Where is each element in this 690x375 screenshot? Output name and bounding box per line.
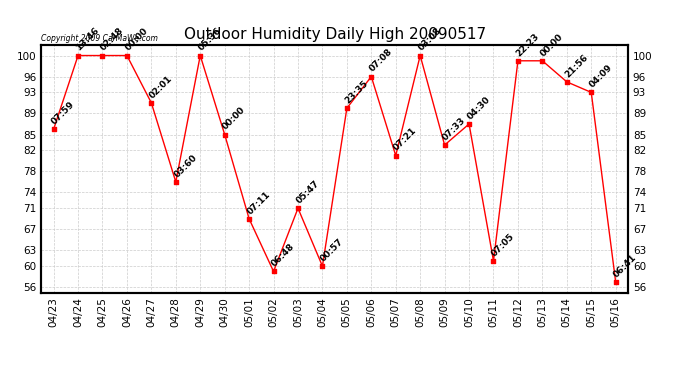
Point: [513, 58, 524, 64]
Text: 07:11: 07:11: [246, 189, 272, 216]
Text: 00:57: 00:57: [319, 237, 346, 263]
Point: [391, 153, 402, 159]
Text: 00:00: 00:00: [539, 32, 565, 58]
Point: [121, 53, 132, 58]
Text: 02:01: 02:01: [148, 74, 174, 100]
Point: [244, 216, 255, 222]
Text: 13:46: 13:46: [75, 26, 101, 53]
Point: [146, 100, 157, 106]
Point: [537, 58, 548, 64]
Text: 06:48: 06:48: [270, 242, 297, 268]
Text: 05:47: 05:47: [295, 179, 321, 206]
Text: 00:00: 00:00: [221, 105, 247, 132]
Text: 04:09: 04:09: [588, 63, 614, 90]
Text: 22:23: 22:23: [514, 32, 541, 58]
Point: [170, 179, 181, 185]
Point: [366, 74, 377, 80]
Text: 00:00: 00:00: [124, 27, 150, 53]
Point: [97, 53, 108, 58]
Text: 04:30: 04:30: [466, 95, 492, 121]
Point: [293, 205, 304, 211]
Text: 07:05: 07:05: [490, 232, 516, 258]
Point: [464, 121, 475, 127]
Text: 03:08: 03:08: [417, 26, 443, 53]
Text: 07:59: 07:59: [50, 100, 77, 126]
Point: [586, 89, 597, 95]
Title: Outdoor Humidity Daily High 20090517: Outdoor Humidity Daily High 20090517: [184, 27, 486, 42]
Point: [268, 268, 279, 274]
Point: [317, 263, 328, 269]
Text: 02:48: 02:48: [99, 26, 126, 53]
Point: [72, 53, 83, 58]
Text: 23:35: 23:35: [344, 79, 370, 105]
Text: 07:33: 07:33: [441, 116, 468, 142]
Text: Copyright 2009 CarMaWe.com: Copyright 2009 CarMaWe.com: [41, 33, 158, 42]
Point: [561, 79, 572, 85]
Point: [610, 279, 621, 285]
Point: [195, 53, 206, 58]
Point: [48, 126, 59, 132]
Text: 06:41: 06:41: [612, 253, 639, 279]
Text: 05:36: 05:36: [197, 26, 223, 53]
Text: 21:56: 21:56: [563, 53, 590, 79]
Text: 07:08: 07:08: [368, 47, 394, 74]
Point: [219, 132, 230, 138]
Point: [488, 258, 499, 264]
Point: [439, 142, 450, 148]
Point: [415, 53, 426, 58]
Point: [342, 105, 353, 111]
Text: 07:21: 07:21: [392, 126, 419, 153]
Text: 03:60: 03:60: [172, 153, 199, 179]
